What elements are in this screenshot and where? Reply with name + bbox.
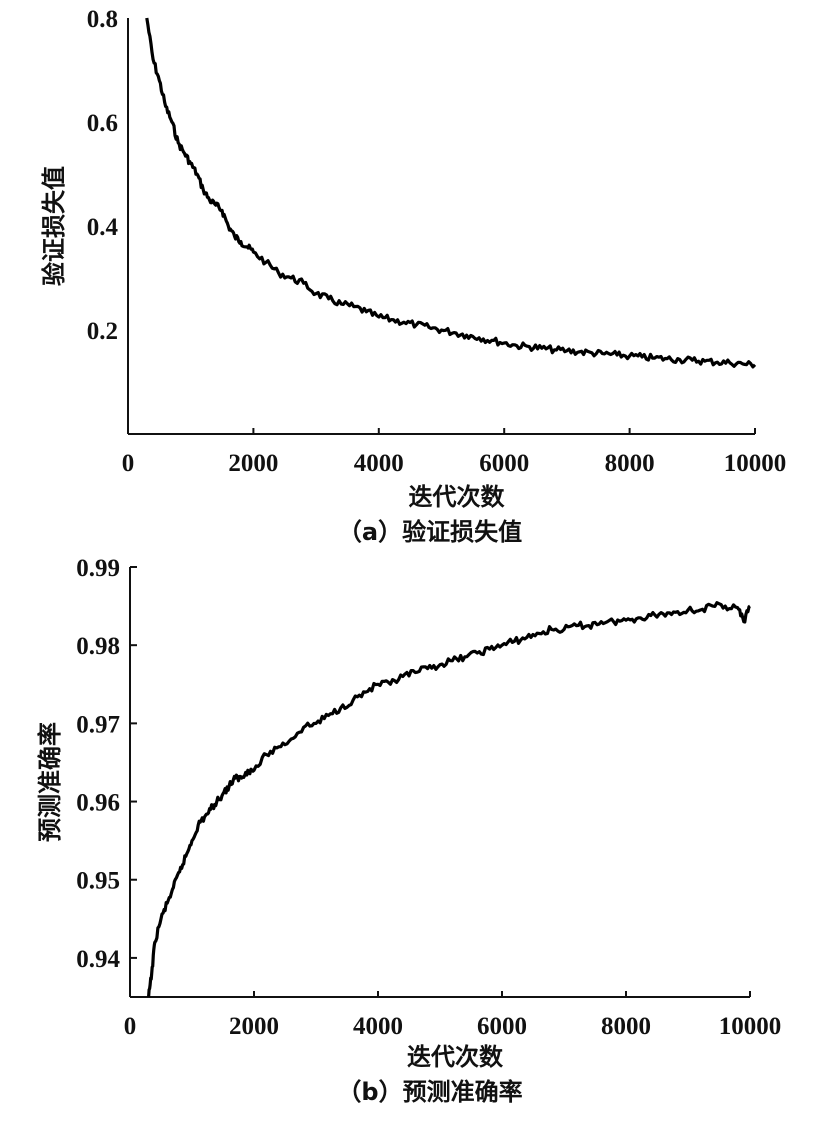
x-tick-label: 0	[124, 1013, 137, 1040]
x-tick-label: 10000	[719, 1013, 782, 1040]
y-tick-label: 0.8	[87, 6, 118, 33]
x-tick-label: 0	[122, 450, 135, 477]
y-tick-label: 0.4	[87, 214, 119, 241]
x-tick-label: 10000	[724, 450, 787, 477]
x-tick-label: 2000	[228, 450, 278, 477]
x-axis-label: 迭代次数	[407, 1043, 504, 1071]
y-axis-label: 预测准确率	[36, 722, 64, 842]
series-line	[147, 601, 751, 998]
y-tick-label: 0.6	[87, 110, 118, 137]
y-tick-label: 0.94	[76, 946, 120, 973]
x-tick-label: 8000	[605, 450, 655, 477]
x-axis-label: 迭代次数	[409, 483, 506, 511]
x-tick-label: 6000	[477, 1013, 527, 1040]
x-tick-label: 8000	[601, 1013, 651, 1040]
chart-panel-a: 0 2000 4000 6000 8000 10000 0.2 0.4 0.6 0.8 迭代次数 验证…	[40, 6, 786, 546]
x-tick-label: 4000	[353, 1013, 403, 1040]
y-tick-label: 0.98	[76, 633, 120, 660]
series-line	[145, 17, 757, 369]
figure-caption: （b）预测准确率	[337, 1078, 522, 1106]
x-tick-label: 4000	[354, 450, 404, 477]
x-tick-label: 6000	[479, 450, 529, 477]
y-axis-label: 验证损失值	[40, 166, 68, 286]
y-tick-label: 0.2	[87, 318, 118, 345]
y-tick-label: 0.95	[76, 868, 120, 895]
y-tick-label: 0.96	[76, 790, 120, 817]
chart-panel-b: 0 2000 4000 6000 8000 10000 0.94 0.95 0.96 0.97 0.…	[36, 555, 781, 1106]
y-tick-label: 0.99	[76, 555, 120, 582]
figure-caption: （a）验证损失值	[338, 518, 522, 546]
y-tick-label: 0.97	[76, 711, 120, 738]
x-tick-label: 2000	[229, 1013, 279, 1040]
